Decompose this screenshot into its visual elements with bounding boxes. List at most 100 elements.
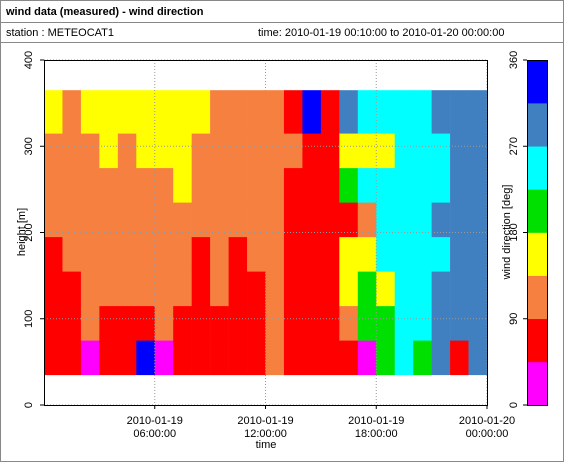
cell [62, 167, 82, 203]
cell [413, 90, 432, 134]
cell [228, 236, 248, 272]
cell [283, 167, 303, 203]
colorbar-tick-label: 0 [508, 402, 520, 408]
cell [173, 167, 192, 203]
cell [136, 340, 156, 376]
cell [44, 202, 63, 238]
cell [339, 271, 359, 307]
cell [302, 305, 322, 341]
cell [357, 305, 377, 341]
cell [468, 271, 488, 307]
cell [394, 202, 414, 238]
cell [154, 133, 174, 169]
cell [80, 167, 100, 203]
cell [173, 133, 192, 169]
cell [376, 167, 396, 203]
cell [302, 236, 322, 272]
cell [99, 271, 119, 307]
cell [339, 133, 359, 169]
cell [450, 236, 469, 272]
cell [117, 202, 137, 238]
cell [210, 90, 229, 134]
cell [468, 202, 488, 238]
cell [376, 133, 396, 169]
cell [99, 133, 119, 169]
cell [247, 133, 266, 169]
cell [44, 236, 63, 272]
cell [376, 236, 396, 272]
cell [302, 271, 322, 307]
cell [210, 236, 229, 272]
cell [413, 340, 432, 376]
cell [376, 305, 396, 341]
cell [450, 305, 469, 341]
cell [320, 133, 340, 169]
cell [450, 271, 469, 307]
cell [228, 202, 248, 238]
cell [191, 133, 211, 169]
cell [357, 202, 377, 238]
cell [191, 305, 211, 341]
cell [247, 202, 266, 238]
cell [154, 340, 174, 376]
cell [173, 305, 192, 341]
cell [431, 90, 451, 134]
plot: 0 100 200 300 400 2010-01-19 06:00:00 2010-01-1… [23, 51, 548, 440]
cell [357, 90, 377, 134]
cell [191, 90, 211, 134]
cell [44, 90, 63, 134]
cell [210, 202, 229, 238]
cell [320, 167, 340, 203]
cell [283, 340, 303, 376]
cell [431, 271, 451, 307]
cell [265, 202, 285, 238]
cell [247, 305, 266, 341]
cell [62, 271, 82, 307]
cell [320, 271, 340, 307]
colorbar-segment [527, 275, 547, 320]
cell [450, 133, 469, 169]
cell [117, 236, 137, 272]
cell [265, 90, 285, 134]
cell [173, 90, 192, 134]
cell [376, 90, 396, 134]
cell [44, 167, 63, 203]
cell [154, 305, 174, 341]
cell [62, 340, 82, 376]
colorbar-segment [527, 318, 547, 363]
cell [468, 167, 488, 203]
colorbar-segment [527, 361, 547, 406]
cell [283, 133, 303, 169]
y-axis-label: height [m] [16, 208, 28, 256]
cell [210, 167, 229, 203]
cell [247, 340, 266, 376]
cell [191, 271, 211, 307]
cell [302, 167, 322, 203]
cell [228, 340, 248, 376]
cell [357, 167, 377, 203]
cell [302, 340, 322, 376]
cell [117, 340, 137, 376]
cell [99, 90, 119, 134]
cell [394, 236, 414, 272]
cell [136, 133, 156, 169]
cell [339, 305, 359, 341]
y-tick-label: 400 [23, 51, 35, 69]
cell [265, 340, 285, 376]
cell [117, 271, 137, 307]
y-tick-label: 200 [23, 223, 35, 241]
cell [302, 90, 322, 134]
cell [136, 271, 156, 307]
cell [302, 133, 322, 169]
cell [117, 90, 137, 134]
station: station : METEOCAT1 [6, 27, 114, 39]
title: wind data (measured) - wind direction [5, 6, 204, 18]
cell [228, 133, 248, 169]
cell [191, 236, 211, 272]
cell [44, 340, 63, 376]
colorbar-tick-label: 270 [508, 137, 520, 155]
y-tick-label: 0 [23, 402, 35, 408]
cell [247, 90, 266, 134]
cell [265, 236, 285, 272]
